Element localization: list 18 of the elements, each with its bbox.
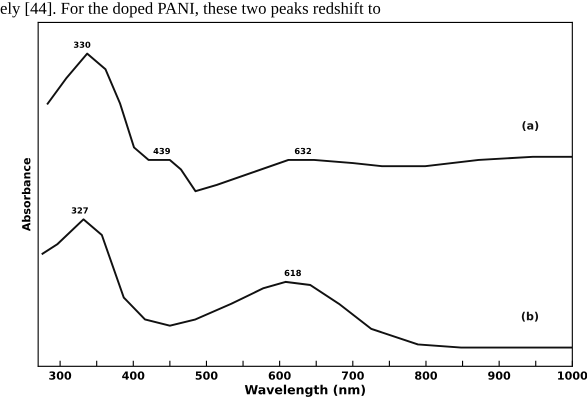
x-tick-label: 1000 xyxy=(558,371,587,380)
y-axis-title: Absorbance xyxy=(22,158,30,232)
x-tick-label: 800 xyxy=(415,371,438,380)
x-tick-label: 300 xyxy=(49,371,72,380)
annotation: 632 xyxy=(294,148,312,154)
text: (b) xyxy=(522,312,538,322)
text: (a) xyxy=(522,121,538,131)
x-axis-title: Wavelength (nm) xyxy=(244,384,365,397)
x-tick-label: 500 xyxy=(196,371,218,380)
annotation: 327 xyxy=(72,207,88,214)
x-tick-label: 900 xyxy=(488,371,510,380)
text: ely [44]. For the doped PANI, these two peaks redshift to xyxy=(0,2,380,18)
annotation: 618 xyxy=(284,270,301,276)
annotation: 330 xyxy=(74,42,90,48)
x-tick-label: 400 xyxy=(122,371,144,380)
annotation: 439 xyxy=(153,148,170,154)
x-tick-label: 700 xyxy=(342,371,364,380)
x-tick-label: 600 xyxy=(268,371,291,380)
